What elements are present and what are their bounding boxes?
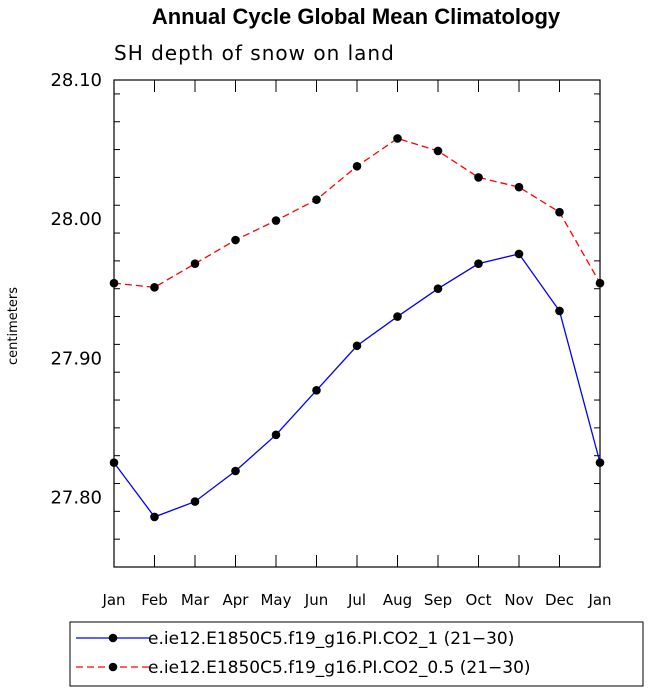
x-tick-label: Apr xyxy=(223,591,250,609)
y-axis-label: centimeters xyxy=(6,287,21,365)
data-point xyxy=(352,341,362,351)
data-point xyxy=(474,259,483,268)
chart-subtitle: SH depth of snow on land xyxy=(114,41,395,65)
x-tick-label: Oct xyxy=(466,591,492,609)
data-point xyxy=(433,146,443,156)
data-point xyxy=(514,182,524,192)
x-tick-label: Jun xyxy=(304,591,328,609)
data-point xyxy=(231,235,240,245)
data-point xyxy=(393,312,402,321)
x-tick-label: Feb xyxy=(141,591,168,609)
data-point xyxy=(433,284,443,294)
x-tick-label: Jan xyxy=(101,591,125,609)
x-tick-label: May xyxy=(260,591,291,609)
y-tick-label: 27.90 xyxy=(50,348,102,369)
legend: e.ie12.E1850C5.f19_g16.PI.CO2_1 (21−30) e… xyxy=(76,629,531,678)
data-point xyxy=(474,173,483,182)
data-point xyxy=(150,512,159,522)
x-tick-label: Sep xyxy=(424,591,452,609)
series-line xyxy=(113,253,601,518)
legend-box xyxy=(69,621,644,687)
x-tick-label: Mar xyxy=(181,591,210,609)
legend-marker xyxy=(108,633,118,643)
data-point xyxy=(312,195,321,204)
y-tick-label: 27.80 xyxy=(50,487,102,508)
x-tick-label: Dec xyxy=(545,591,574,609)
data-point xyxy=(595,458,605,467)
y-tick-label: 28.00 xyxy=(50,209,102,230)
data-point xyxy=(393,134,402,143)
x-tick-label: Jan xyxy=(587,591,611,609)
data-point xyxy=(231,466,240,476)
data-point xyxy=(271,430,281,440)
legend-label: e.ie12.E1850C5.f19_g16.PI.CO2_0.5 (21−30… xyxy=(148,658,531,678)
data-point xyxy=(109,278,119,288)
data-point xyxy=(150,283,159,292)
data-point xyxy=(514,249,524,259)
series-group xyxy=(109,134,605,522)
data-point xyxy=(190,497,200,506)
axes: 27.80 27.90 28.00 28.10 Jan Feb Mar Apr May Jun Ju… xyxy=(50,70,611,609)
x-tick-label: Aug xyxy=(383,591,412,609)
plot-frame xyxy=(113,79,601,568)
x-tick-label: Nov xyxy=(504,591,533,609)
data-point xyxy=(352,161,362,171)
legend-label: e.ie12.E1850C5.f19_g16.PI.CO2_1 (21−30) xyxy=(148,629,514,649)
legend-marker xyxy=(108,662,118,672)
y-tick-label: 28.10 xyxy=(50,70,102,91)
x-tick-label: Jul xyxy=(347,591,366,609)
chart-title: Annual Cycle Global Mean Climatology xyxy=(152,4,561,29)
data-point xyxy=(312,385,321,395)
data-point xyxy=(190,259,200,268)
data-point xyxy=(271,216,281,225)
data-point xyxy=(595,278,605,288)
data-point xyxy=(109,458,119,467)
data-point xyxy=(555,207,564,217)
data-point xyxy=(555,306,564,316)
